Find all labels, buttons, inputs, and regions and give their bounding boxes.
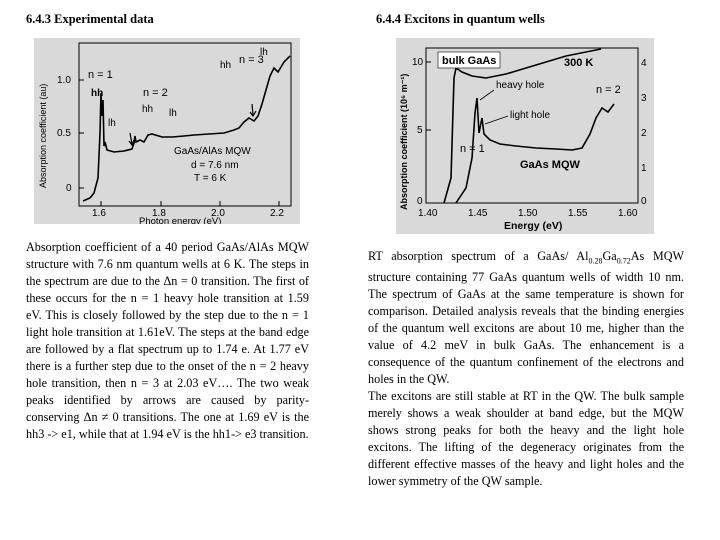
label-hh1: hh bbox=[91, 88, 103, 99]
x-tick-label: 1.6 bbox=[92, 208, 106, 219]
label-hh2: hh bbox=[142, 104, 153, 115]
plot-frame bbox=[78, 42, 292, 207]
label-n1: n = 1 bbox=[460, 143, 485, 155]
caption-paragraph: Absorption coefficient of a 40 period Ga… bbox=[26, 240, 309, 441]
gaas-mqw-curve bbox=[455, 97, 615, 204]
label-sample: GaAs/AlAs MQW bbox=[174, 146, 251, 157]
label-n3: n = 3 bbox=[239, 54, 264, 66]
label-lh1: lh bbox=[108, 118, 116, 129]
label-gaas-mqw: GaAs MQW bbox=[520, 159, 581, 171]
label-light-hole: light hole bbox=[510, 110, 550, 121]
x-axis-label: Photon energy (eV) bbox=[139, 216, 221, 224]
label-lh2: lh bbox=[169, 108, 177, 119]
y-tick-label: 0.5 bbox=[57, 128, 71, 139]
x-tick-label: 1.55 bbox=[568, 208, 588, 219]
y-tick-label: 0 bbox=[66, 183, 72, 194]
y-tick-label-right: 3 bbox=[641, 93, 647, 104]
x-tick-label: 1.45 bbox=[468, 208, 488, 219]
y-axis-label: Absorption coefficient (au) bbox=[38, 84, 48, 188]
x-axis-label: Energy (eV) bbox=[504, 220, 562, 232]
y-tick-label-right: 2 bbox=[641, 128, 647, 139]
label-n2: n = 2 bbox=[143, 87, 168, 99]
y-tick-label: 1.0 bbox=[57, 75, 71, 86]
label-n2: n = 2 bbox=[596, 84, 621, 96]
label-n1: n = 1 bbox=[88, 69, 113, 81]
y-tick-label: 0 bbox=[417, 196, 423, 207]
arrow-icon bbox=[249, 110, 257, 118]
x-tick-label: 1.8 bbox=[152, 208, 166, 219]
arrow-icon bbox=[251, 103, 254, 116]
label-temperature: 300 K bbox=[564, 57, 593, 69]
caption-experimental-data: Absorption coefficient of a 40 period Ga… bbox=[26, 239, 309, 443]
absorption-spectrum-curve bbox=[82, 55, 291, 202]
label-bulk-gaas: bulk GaAs bbox=[442, 55, 496, 67]
y-tick-label: 5 bbox=[417, 125, 423, 136]
x-tick-label: 2.0 bbox=[211, 208, 225, 219]
label-hh3: hh bbox=[220, 60, 231, 71]
label-temperature: T = 6 K bbox=[194, 173, 227, 184]
label-lh3: lh bbox=[260, 47, 268, 58]
x-tick-label: 1.40 bbox=[418, 208, 438, 219]
caption-paragraph-2: The excitons are still stable at RT in t… bbox=[368, 389, 684, 489]
plot-frame bbox=[425, 47, 639, 204]
section-heading-excitons: 6.4.4 Excitons in quantum wells bbox=[376, 12, 545, 26]
figure-rt-absorption: Absorption coefficient (10⁶ m⁻¹) 10 5 0 … bbox=[396, 38, 654, 234]
y-tick-label-right: 1 bbox=[641, 163, 647, 174]
absorption-chart: Absorption coefficient (au) 1.0 0.5 0 1.… bbox=[38, 42, 292, 224]
y-tick-label: 10 bbox=[412, 57, 424, 68]
caption-excitons: RT absorption spectrum of a GaAs/ Al0.28… bbox=[368, 248, 684, 490]
y-tick-label-right: 0 bbox=[641, 196, 647, 207]
bulk-gaas-curve bbox=[443, 48, 602, 204]
bulk-label-box bbox=[437, 51, 501, 69]
section-heading-experimental-data: 6.4.3 Experimental data bbox=[26, 12, 154, 26]
label-heavy-hole: heavy hole bbox=[496, 80, 545, 91]
arrow-icon bbox=[129, 132, 133, 145]
x-tick-label: 2.2 bbox=[270, 208, 284, 219]
arrow-icon bbox=[128, 139, 135, 147]
label-thickness: d = 7.6 nm bbox=[191, 160, 239, 171]
y-tick-label-right: 4 bbox=[641, 58, 647, 69]
rt-absorption-chart: Absorption coefficient (10⁶ m⁻¹) 10 5 0 … bbox=[399, 47, 647, 232]
x-tick-label: 1.50 bbox=[518, 208, 538, 219]
figure-absorption-mqw: Absorption coefficient (au) 1.0 0.5 0 1.… bbox=[34, 38, 300, 224]
y-axis-label: Absorption coefficient (10⁶ m⁻¹) bbox=[399, 74, 409, 210]
caption-paragraph-1: RT absorption spectrum of a GaAs/ Al0.28… bbox=[368, 249, 684, 387]
x-tick-label: 1.60 bbox=[618, 208, 638, 219]
